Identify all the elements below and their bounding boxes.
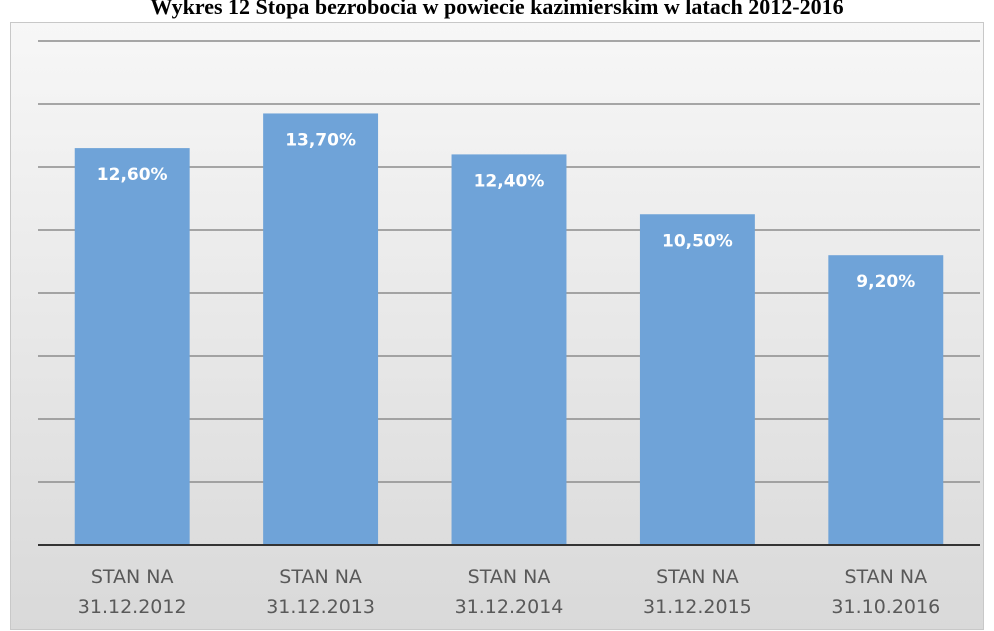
bar [74,148,190,545]
x-tick-label: STAN NA 31.10.2016 [831,566,941,618]
bar [263,113,379,545]
x-tick-label: STAN NA 31.12.2014 [454,566,564,618]
data-label: 10,50% [662,231,733,251]
x-tick-label: STAN NA 31.12.2013 [266,566,375,618]
data-label: 9,20% [856,272,915,292]
bar [451,154,567,545]
data-label: 13,70% [285,130,356,150]
chart-title: Wykres 12 Stopa bezrobocia w powiecie ka… [150,0,844,19]
data-label: 12,60% [97,165,168,185]
x-tick-label: STAN NA 31.12.2015 [642,566,752,618]
data-label: 12,40% [474,171,545,191]
bar [828,255,944,545]
x-tick-label: STAN NA 31.12.2012 [77,566,187,618]
bar [639,214,755,545]
